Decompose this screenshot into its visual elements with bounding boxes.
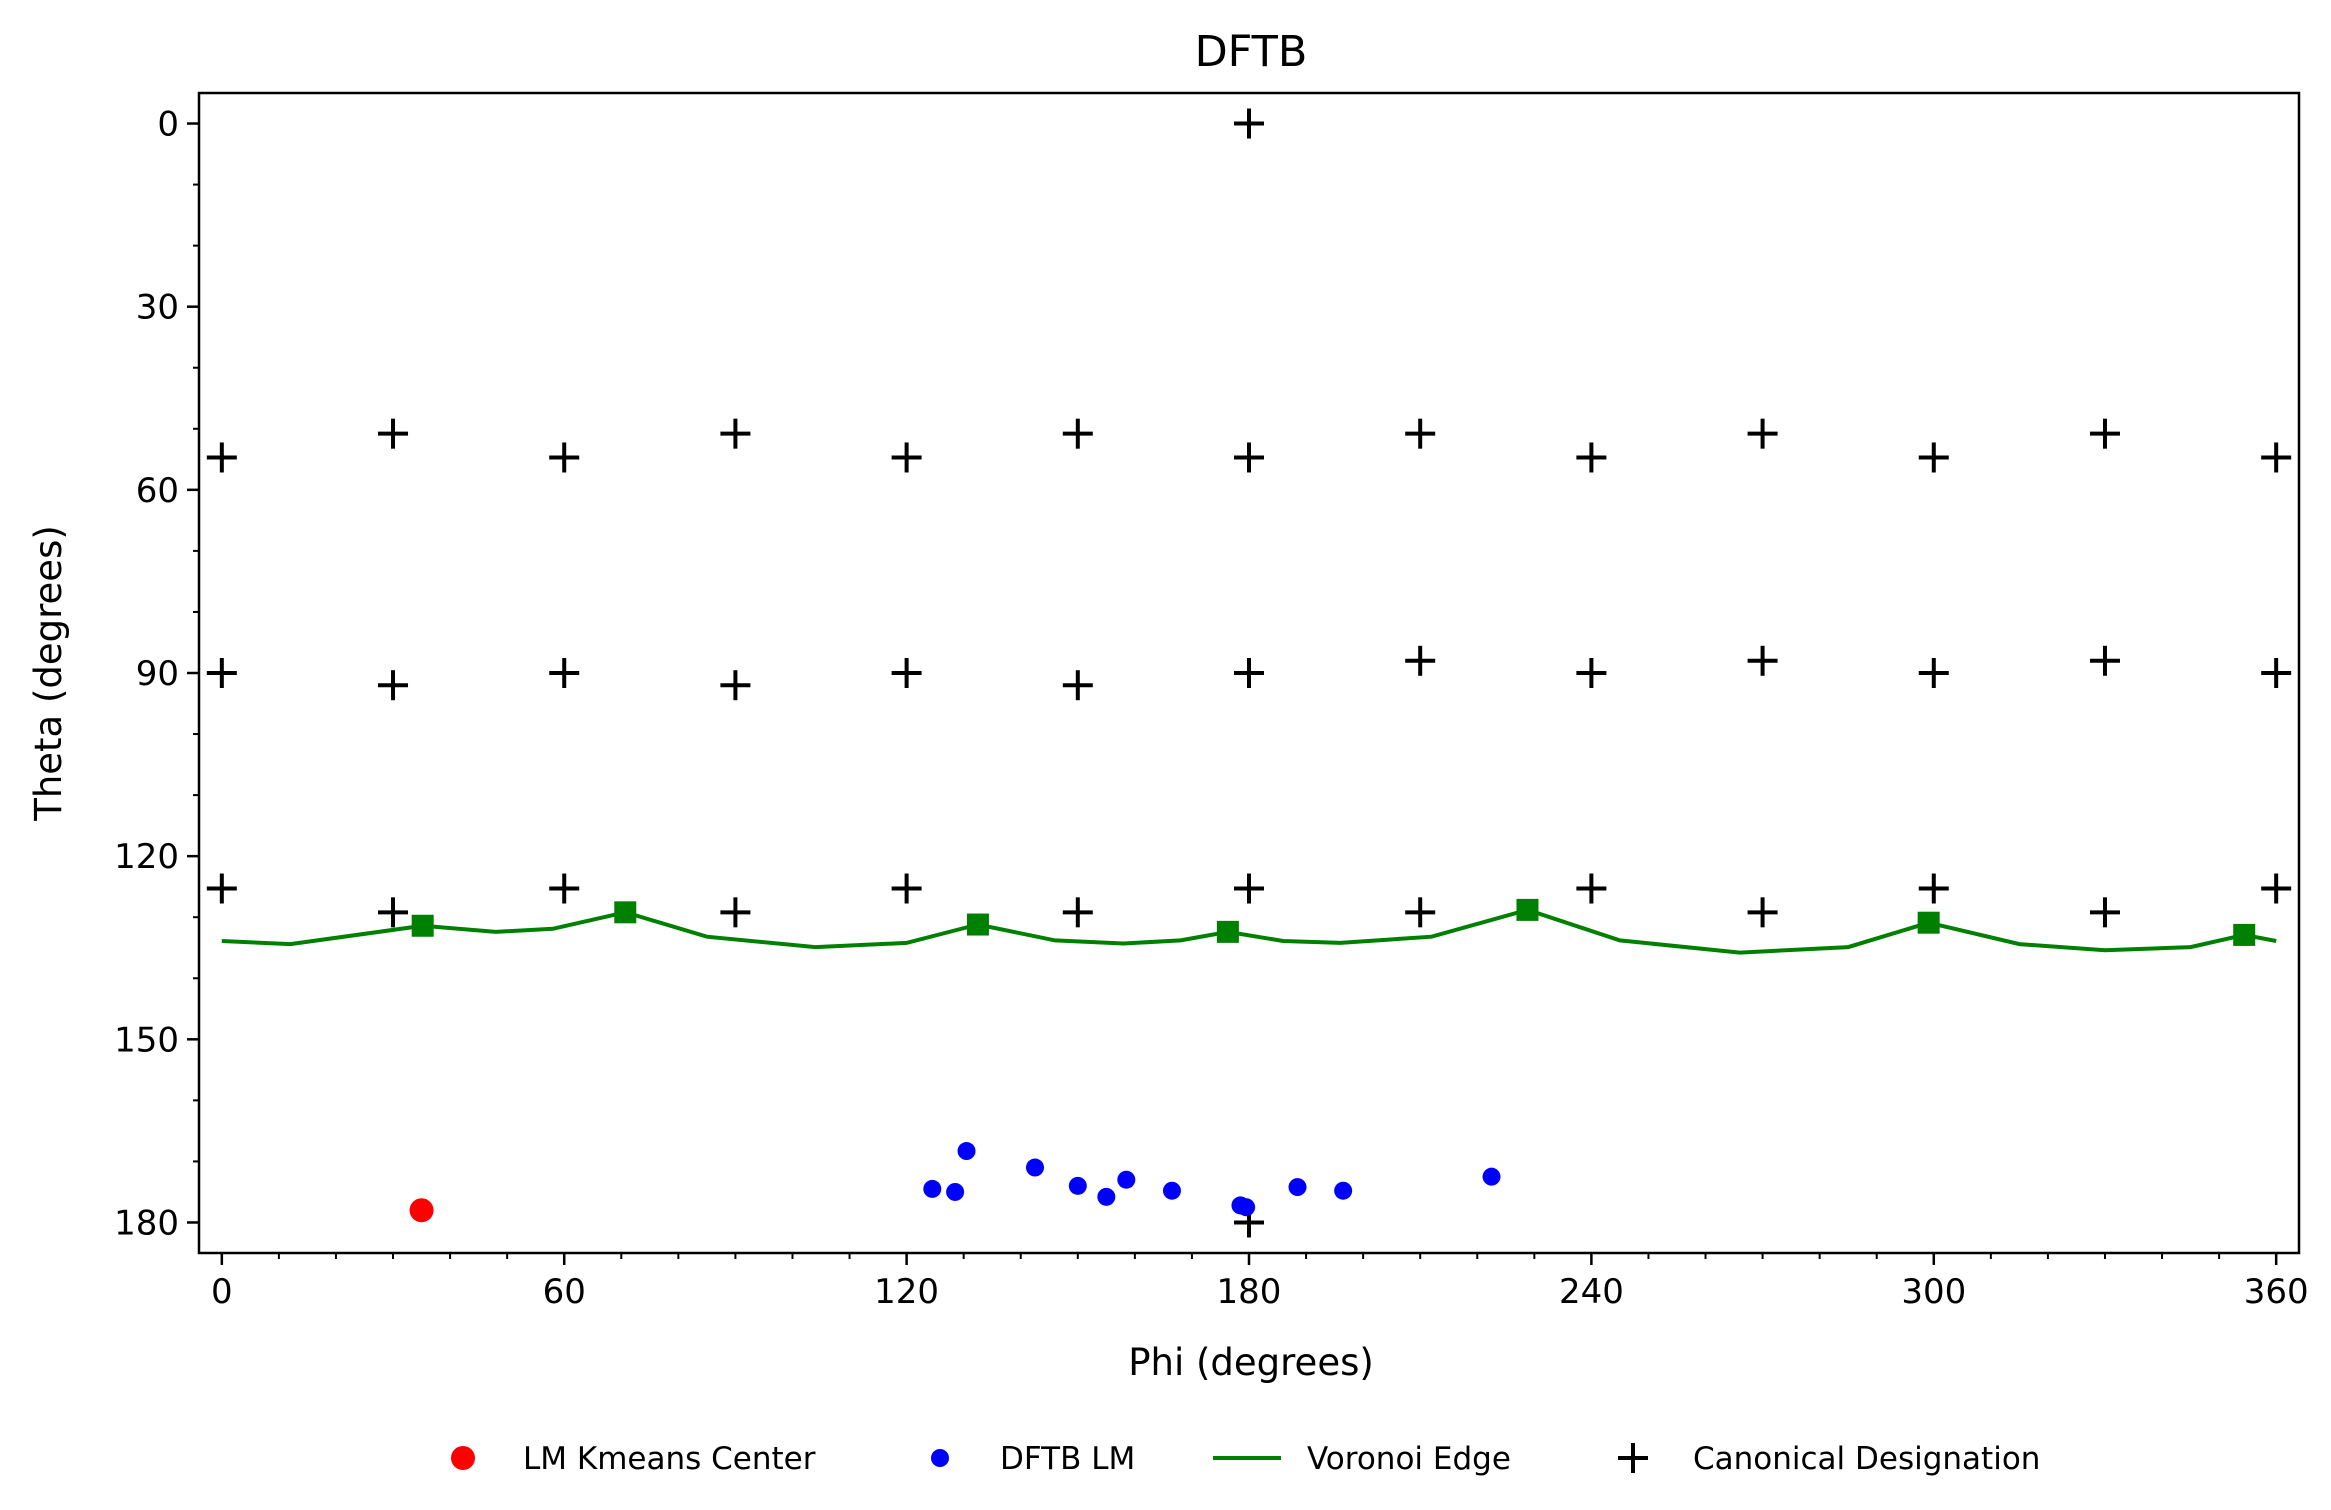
x-tick-label: 0 xyxy=(211,1272,233,1312)
canonical-point xyxy=(720,670,751,701)
legend-item: DFTB LM xyxy=(931,1441,1135,1477)
canonical-point xyxy=(2261,873,2292,904)
canonical-point xyxy=(891,442,922,473)
chart-title: DFTB xyxy=(1195,27,1308,77)
canonical-point xyxy=(1747,418,1778,449)
canonical-point xyxy=(378,897,409,928)
canonical-point xyxy=(1747,645,1778,676)
canonical-point xyxy=(1062,418,1093,449)
legend-label: Voronoi Edge xyxy=(1307,1441,1511,1477)
dftb-lm-point xyxy=(957,1142,976,1161)
canonical-point xyxy=(549,442,580,473)
x-tick-label: 240 xyxy=(1559,1272,1624,1312)
dftb-lm-point xyxy=(1288,1178,1307,1197)
voronoi-vertex xyxy=(966,913,989,936)
voronoi-vertex xyxy=(411,914,434,937)
legend-label: LM Kmeans Center xyxy=(523,1441,816,1477)
canonical-point xyxy=(206,442,237,473)
dftb-lm-point xyxy=(1162,1181,1181,1200)
y-axis-label: Theta (degrees) xyxy=(27,525,70,822)
canonical-point xyxy=(2261,658,2292,688)
canonical-point xyxy=(1234,108,1264,139)
legend-item: LM Kmeans Center xyxy=(451,1441,816,1477)
voronoi-vertex xyxy=(614,901,637,924)
canonical-point xyxy=(1234,442,1264,473)
canonical-point xyxy=(1234,658,1264,688)
canonical-point xyxy=(549,658,580,688)
canonical-point xyxy=(1234,873,1264,904)
y-tick-label: 90 xyxy=(136,654,179,694)
legend-label: Canonical Designation xyxy=(1693,1441,2040,1477)
canonical-point xyxy=(206,873,237,904)
x-tick-label: 300 xyxy=(1901,1272,1966,1312)
y-tick-label: 120 xyxy=(114,837,179,877)
legend-marker-dftb xyxy=(931,1449,949,1467)
voronoi-vertex xyxy=(1216,920,1239,943)
legend-label: DFTB LM xyxy=(1000,1441,1135,1477)
canonical-point xyxy=(1918,658,1949,688)
dftb-lm-point xyxy=(1482,1167,1501,1186)
dftb-lm-point xyxy=(1026,1158,1045,1177)
y-tick-label: 30 xyxy=(136,288,179,328)
x-tick-label: 180 xyxy=(1217,1272,1282,1312)
dftb-lm-point xyxy=(946,1182,965,1201)
canonical-point xyxy=(549,873,580,904)
legend: LM Kmeans Center DFTB LM Voronoi Edge Canon… xyxy=(451,1441,2040,1477)
y-tick-label: 150 xyxy=(114,1020,179,1060)
legend-item: Voronoi Edge xyxy=(1213,1441,1511,1477)
dftb-lm-point xyxy=(923,1179,942,1198)
dftb-lm-point xyxy=(1117,1170,1136,1189)
legend-marker-kmeans xyxy=(451,1446,475,1470)
x-tick-label: 120 xyxy=(874,1272,939,1312)
canonical-point xyxy=(1576,658,1607,688)
legend-marker-canonical xyxy=(1618,1443,1648,1473)
canonical-point xyxy=(1918,442,1949,473)
y-tick-label: 0 xyxy=(157,105,179,145)
canonical-point xyxy=(891,873,922,904)
voronoi-vertex xyxy=(1917,911,1940,934)
x-tick-label: 360 xyxy=(2244,1272,2309,1312)
x-axis-label: Phi (degrees) xyxy=(1128,1341,1374,1384)
canonical-point xyxy=(1576,873,1607,904)
kmeans-center-point xyxy=(409,1198,434,1223)
y-tick-label: 180 xyxy=(114,1203,179,1243)
canonical-point xyxy=(1576,442,1607,473)
canonical-point xyxy=(1918,873,1949,904)
canonical-point xyxy=(1747,897,1778,928)
canonical-point xyxy=(891,658,922,688)
canonical-point xyxy=(2261,442,2292,473)
legend-item: Canonical Designation xyxy=(1618,1441,2040,1477)
canonical-point xyxy=(1405,418,1436,449)
voronoi-edge-line xyxy=(221,907,2277,955)
canonical-point xyxy=(2089,897,2120,928)
canonical-point xyxy=(720,897,751,928)
canonical-point xyxy=(1062,897,1093,928)
canonical-point xyxy=(206,658,237,688)
axes: 0 60 120 180 240 300 360 0 30 60 90 120 150 180 xyxy=(114,105,2309,1312)
canonical-point xyxy=(1062,670,1093,701)
dftb-lm-point xyxy=(1097,1187,1116,1206)
y-tick-label: 60 xyxy=(136,471,179,511)
canonical-point xyxy=(378,418,409,449)
canonical-point xyxy=(1405,897,1436,928)
voronoi-vertex xyxy=(1516,898,1539,921)
canonical-point xyxy=(2089,418,2120,449)
canonical-point xyxy=(720,418,751,449)
canonical-point xyxy=(1405,645,1436,676)
dftb-lm-point xyxy=(1237,1198,1256,1217)
dftb-lm-point xyxy=(1068,1176,1087,1195)
dftb-lm-point xyxy=(1334,1181,1353,1200)
canonical-point xyxy=(378,670,409,701)
voronoi-vertex xyxy=(2233,923,2256,946)
canonical-point xyxy=(2089,645,2120,676)
plot-area xyxy=(206,108,2292,1238)
x-tick-label: 60 xyxy=(543,1272,586,1312)
